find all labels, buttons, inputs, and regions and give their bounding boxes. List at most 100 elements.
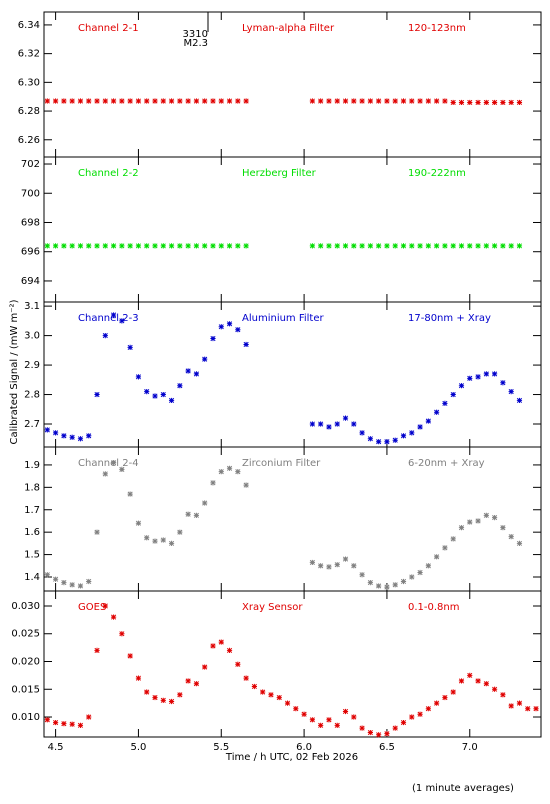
data-point — [483, 99, 489, 106]
x-tick-label: 5.0 — [130, 742, 146, 753]
data-point — [318, 98, 324, 104]
data-point — [52, 98, 59, 104]
data-point — [52, 719, 59, 726]
data-point — [243, 243, 249, 249]
data-point — [202, 664, 208, 670]
data-point — [492, 514, 498, 521]
panel-title: GOES — [78, 602, 106, 613]
data-point — [152, 98, 158, 104]
data-point — [77, 98, 84, 104]
data-point — [483, 243, 489, 249]
data-point — [400, 243, 407, 249]
data-point — [326, 424, 332, 430]
data-point — [226, 465, 233, 471]
data-point — [193, 371, 200, 377]
data-point — [61, 243, 67, 249]
data-point — [193, 98, 200, 104]
data-point — [226, 647, 233, 653]
data-point — [260, 689, 266, 695]
data-point — [525, 706, 531, 712]
data-point — [458, 678, 465, 684]
data-point — [94, 98, 100, 104]
data-point — [425, 418, 431, 424]
y-tick-label: 2.9 — [24, 360, 40, 371]
data-point — [168, 397, 175, 404]
data-point — [160, 697, 166, 703]
data-point — [442, 243, 448, 249]
data-point — [135, 675, 142, 681]
data-point — [425, 243, 431, 249]
data-point — [326, 243, 332, 249]
data-point — [284, 700, 291, 706]
panel-title: Channel 2-3 — [78, 313, 139, 324]
data-point — [309, 717, 315, 723]
data-point — [177, 529, 183, 535]
data-point — [384, 584, 390, 590]
data-point — [434, 700, 440, 706]
data-point — [342, 415, 349, 421]
data-point — [86, 243, 92, 249]
panel-band: 6-20nm + Xray — [408, 458, 485, 469]
data-point — [450, 689, 456, 695]
data-point — [384, 243, 390, 249]
data-point — [442, 545, 448, 551]
x-tick-label: 7.0 — [462, 742, 478, 753]
y-tick-label: 696 — [21, 247, 40, 258]
data-point — [127, 653, 133, 659]
data-point — [160, 391, 166, 398]
data-point — [392, 98, 398, 104]
data-point — [110, 312, 117, 318]
flare-label: 3310 — [183, 29, 208, 40]
x-tick-label: 4.5 — [48, 742, 64, 753]
data-point — [434, 243, 440, 249]
data-point — [417, 243, 423, 249]
plot-frame — [43, 590, 542, 738]
data-point — [434, 409, 440, 415]
data-point — [86, 714, 92, 720]
data-point — [210, 98, 216, 104]
data-point — [508, 388, 514, 395]
y-tick-label: 700 — [21, 188, 40, 199]
data-point — [475, 374, 481, 380]
data-point — [359, 572, 365, 578]
y-axis-label: Calibrated Signal / (mW m⁻²) — [9, 299, 20, 444]
data-point — [351, 98, 357, 104]
data-point — [309, 98, 315, 104]
data-point — [210, 643, 216, 649]
y-tick-label: 2.8 — [24, 390, 40, 401]
panel-title: Channel 2-2 — [78, 168, 139, 179]
y-tick-label: 1.9 — [24, 460, 40, 471]
data-point — [458, 99, 465, 106]
y-tick-label: 0.030 — [11, 601, 40, 612]
data-point — [392, 725, 398, 731]
data-point — [342, 243, 349, 249]
data-point — [483, 681, 489, 687]
data-point — [44, 243, 50, 249]
data-point — [442, 400, 448, 406]
data-point — [127, 491, 133, 497]
data-point — [376, 732, 382, 738]
data-point — [508, 99, 514, 106]
data-point — [342, 98, 349, 104]
data-point — [376, 583, 382, 589]
data-point — [425, 98, 431, 104]
data-point — [61, 98, 67, 104]
data-point — [417, 569, 423, 576]
data-point — [168, 540, 175, 546]
data-point — [467, 519, 473, 525]
data-point — [44, 98, 50, 104]
data-point — [318, 563, 324, 569]
data-point — [359, 243, 365, 249]
data-point — [417, 424, 423, 430]
data-point — [276, 694, 282, 701]
data-point — [218, 98, 224, 104]
data-point — [218, 469, 224, 475]
data-point — [384, 98, 390, 104]
y-tick-label: 6.26 — [18, 135, 40, 146]
data-point — [450, 391, 456, 398]
data-point — [400, 719, 407, 726]
data-point — [508, 243, 514, 249]
y-tick-label: 702 — [21, 159, 40, 170]
data-point — [384, 439, 390, 445]
